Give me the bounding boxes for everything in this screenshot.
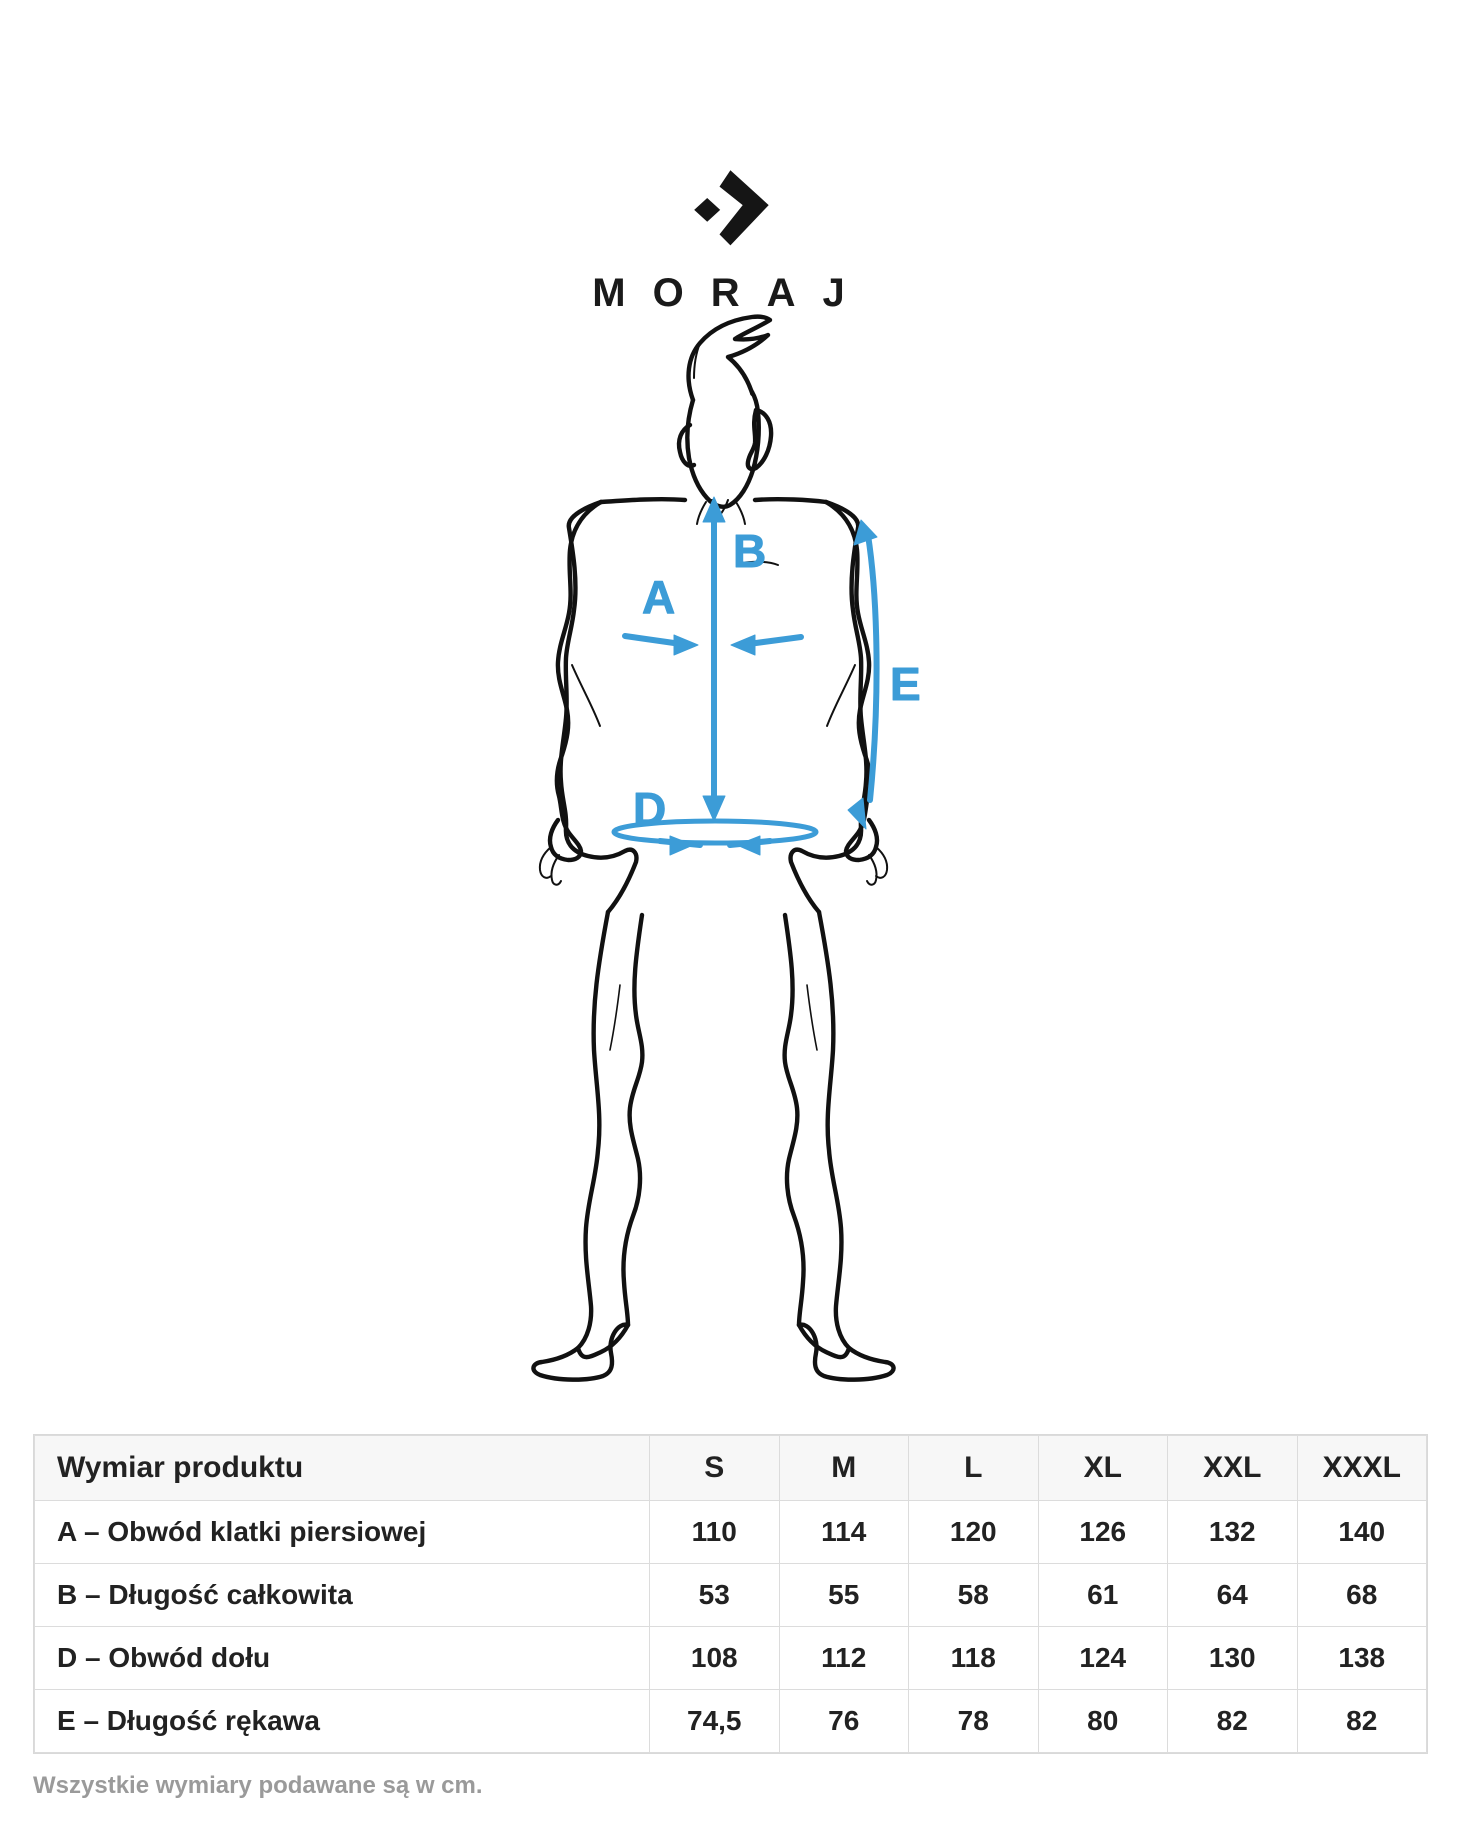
svg-text:D: D bbox=[633, 783, 666, 835]
svg-text:B: B bbox=[733, 525, 766, 577]
svg-text:E: E bbox=[890, 658, 921, 710]
svg-text:A: A bbox=[642, 571, 675, 623]
